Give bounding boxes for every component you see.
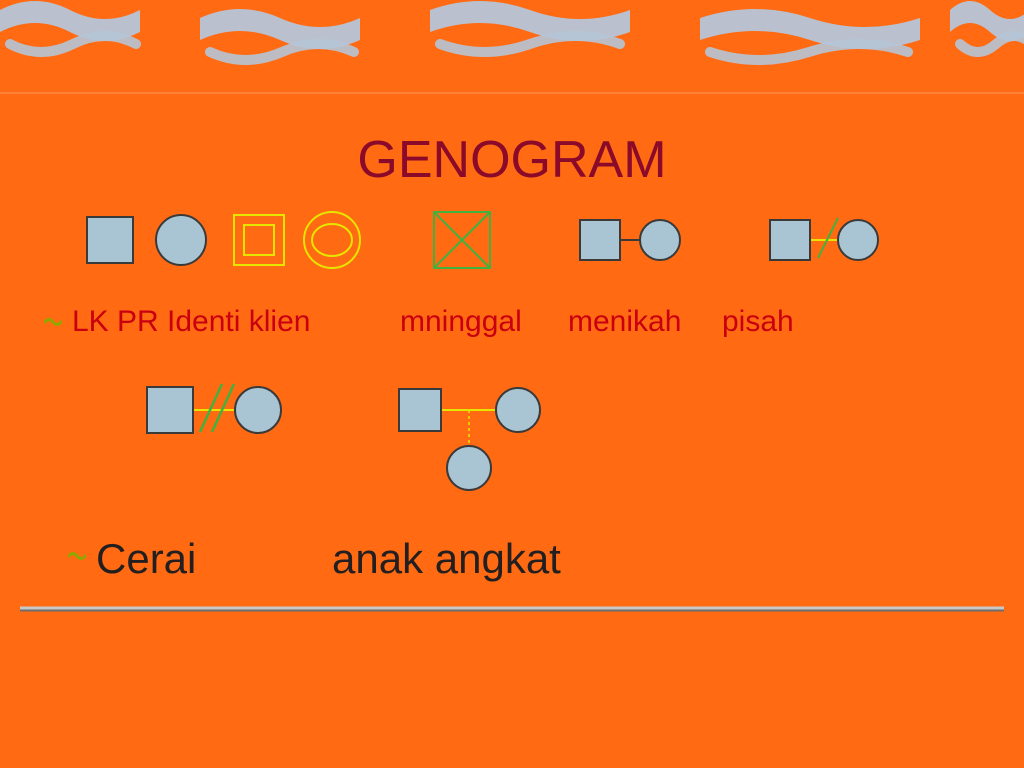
legend-label: LK PR Identi klien bbox=[72, 305, 310, 339]
diagram-canvas bbox=[0, 0, 1024, 768]
legend-label: pisah bbox=[722, 305, 794, 339]
legend-label: menikah bbox=[568, 305, 681, 339]
page-title: GENOGRAM bbox=[0, 130, 1024, 190]
legend-label: mninggal bbox=[400, 305, 522, 339]
legend-label: Cerai bbox=[96, 535, 196, 583]
bullet-icon bbox=[44, 316, 62, 328]
bullet-icon bbox=[68, 550, 86, 562]
slide: GENOGRAM LK PR Identi klien mninggal menik… bbox=[0, 0, 1024, 768]
legend-label: anak angkat bbox=[332, 535, 561, 583]
